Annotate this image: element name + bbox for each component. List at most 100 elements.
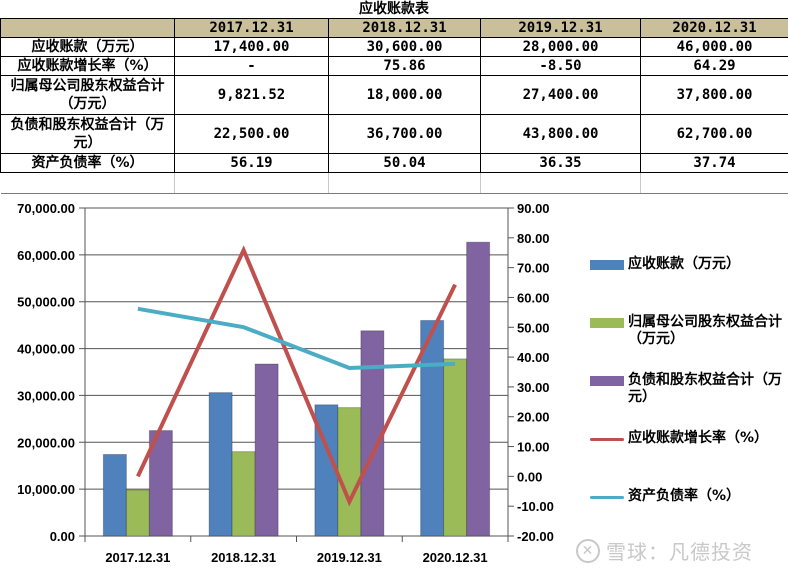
right-axis-tick-label: 10.00 [517,440,550,455]
table-cell: 62,700.00 [640,114,788,154]
table-cell: 30,600.00 [328,37,481,57]
bar [231,451,256,537]
table-cell: 56.19 [174,153,329,173]
x-axis-category-label: 2018.12.31 [211,550,276,565]
blank-cell [328,172,481,194]
legend-item-growth-rate: 应收账款增长率（%） [590,430,768,447]
legend-item-total-liab-equity: 负债和股东权益合计（万元） [590,372,788,406]
table-cell: 17,400.00 [174,37,329,57]
legend-line-icon [590,496,624,499]
header-cell-empty [0,18,175,38]
table-title: 应收账款表 [359,1,429,17]
left-axis-tick-label: 20,000.00 [17,435,75,450]
blank-cell [480,172,641,194]
table-cell: 36,700.00 [328,114,481,154]
legend-label: 负债和股东权益合计（万元） [628,372,782,405]
legend-item-receivables: 应收账款（万元） [590,256,740,273]
bar [337,407,362,537]
table-cell: 18,000.00 [328,75,481,115]
row-label: 归属母公司股东权益合计（万元） [0,75,175,115]
row-label: 负债和股东权益合计（万元） [0,114,175,154]
table-row: 资产负债率（%） 56.19 50.04 36.35 37.74 [0,153,788,173]
blank-cell [0,172,175,194]
header-cell: 2018.12.31 [328,18,481,38]
table-cell: 46,000.00 [640,37,788,57]
right-axis-tick-label: -20.00 [517,529,554,544]
bar [102,453,127,537]
bar [254,363,279,537]
left-axis-tick-label: 50,000.00 [17,295,75,310]
snowball-logo-icon: ✕ [576,538,600,563]
bar [125,489,150,537]
left-axis-tick-label: 60,000.00 [17,248,75,263]
legend-label: 归属母公司股东权益合计（万元） [628,314,782,347]
row-label: 应收账款（万元） [0,37,175,57]
table-cell: 75.86 [328,56,481,76]
right-axis-tick-label: 80.00 [517,231,550,246]
bar [443,358,468,537]
legend-swatch-icon [590,260,624,270]
bar [466,241,491,537]
legend-label: 资产负债率（%） [628,488,741,504]
table-cell: - [174,56,329,76]
table-cell: 64.29 [640,56,788,76]
legend-item-parent-equity: 归属母公司股东权益合计（万元） [590,314,788,348]
left-axis-tick-label: 40,000.00 [17,342,75,357]
right-axis-tick-label: 60.00 [517,290,550,305]
header-cell: 2020.12.31 [640,18,788,38]
table-row: 应收账款（万元） 17,400.00 30,600.00 28,000.00 4… [0,37,788,57]
table-cell: 50.04 [328,153,481,173]
x-axis-category-label: 2020.12.31 [423,550,488,565]
header-cell: 2017.12.31 [174,18,329,38]
blank-row [0,172,788,194]
table-cell: 28,000.00 [480,37,641,57]
bar [360,330,385,537]
right-axis-tick-label: 40.00 [517,350,550,365]
x-axis-category-label: 2017.12.31 [105,550,170,565]
x-axis-category-label: 2019.12.31 [317,550,382,565]
table-cell: 36.35 [480,153,641,173]
header-cell: 2019.12.31 [480,18,641,38]
left-axis-tick-label: 0.00 [50,529,75,544]
legend-swatch-icon [590,376,624,386]
line-series [137,306,456,370]
row-label: 资产负债率（%） [0,153,175,173]
legend-item-debt-ratio: 资产负债率（%） [590,488,740,505]
legend-swatch-icon [590,318,624,328]
chart-legend: 应收账款（万元） 归属母公司股东权益合计（万元） 负债和股东权益合计（万元） 应… [590,194,788,573]
right-axis-tick-label: 50.00 [517,320,550,335]
right-axis-tick-label: 20.00 [517,410,550,425]
left-axis-tick-label: 30,000.00 [17,388,75,403]
right-axis-tick-label: 30.00 [517,380,550,395]
table-row: 归属母公司股东权益合计（万元） 9,821.52 18,000.00 27,40… [0,75,788,115]
table-cell: 43,800.00 [480,114,641,154]
table-cell: 22,500.00 [174,114,329,154]
blank-cell [640,172,788,194]
table-cell: -8.50 [480,56,641,76]
right-axis-tick-label: 0.00 [517,469,542,484]
table-cell: 37.74 [640,153,788,173]
line-series [136,245,457,507]
table-row: 应收账款增长率（%） - 75.86 -8.50 64.29 [0,56,788,76]
table-cell: 9,821.52 [174,75,329,115]
watermark: ✕ 雪球：凡德投资 [576,536,753,565]
right-axis-tick-label: 90.00 [517,201,550,216]
legend-label: 应收账款增长率（%） [628,430,769,446]
watermark-text: 雪球：凡德投资 [606,540,753,564]
table-cell: 27,400.00 [480,75,641,115]
chart-plot: 0.00 10,000.00 20,000.00 30,000.00 40,000.00… [17,201,554,565]
row-label: 应收账款增长率（%） [0,56,175,76]
legend-label: 应收账款（万元） [628,256,740,272]
bar [208,392,233,537]
receivables-table: 2017.12.31 2018.12.31 2019.12.31 2020.12… [0,18,788,194]
table-row: 负债和股东权益合计（万元） 22,500.00 36,700.00 43,800… [0,114,788,154]
left-axis-tick-label: 70,000.00 [17,201,75,216]
right-axis-tick-label: -10.00 [517,499,554,514]
combo-chart: 0.00 10,000.00 20,000.00 30,000.00 40,000.00… [0,194,788,573]
table-header-row: 2017.12.31 2018.12.31 2019.12.31 2020.12… [0,18,788,38]
right-axis-tick-label: 70.00 [517,261,550,276]
table-cell: 37,800.00 [640,75,788,115]
left-axis-tick-label: 10,000.00 [17,482,75,497]
legend-line-icon [590,438,624,441]
blank-cell [174,172,329,194]
